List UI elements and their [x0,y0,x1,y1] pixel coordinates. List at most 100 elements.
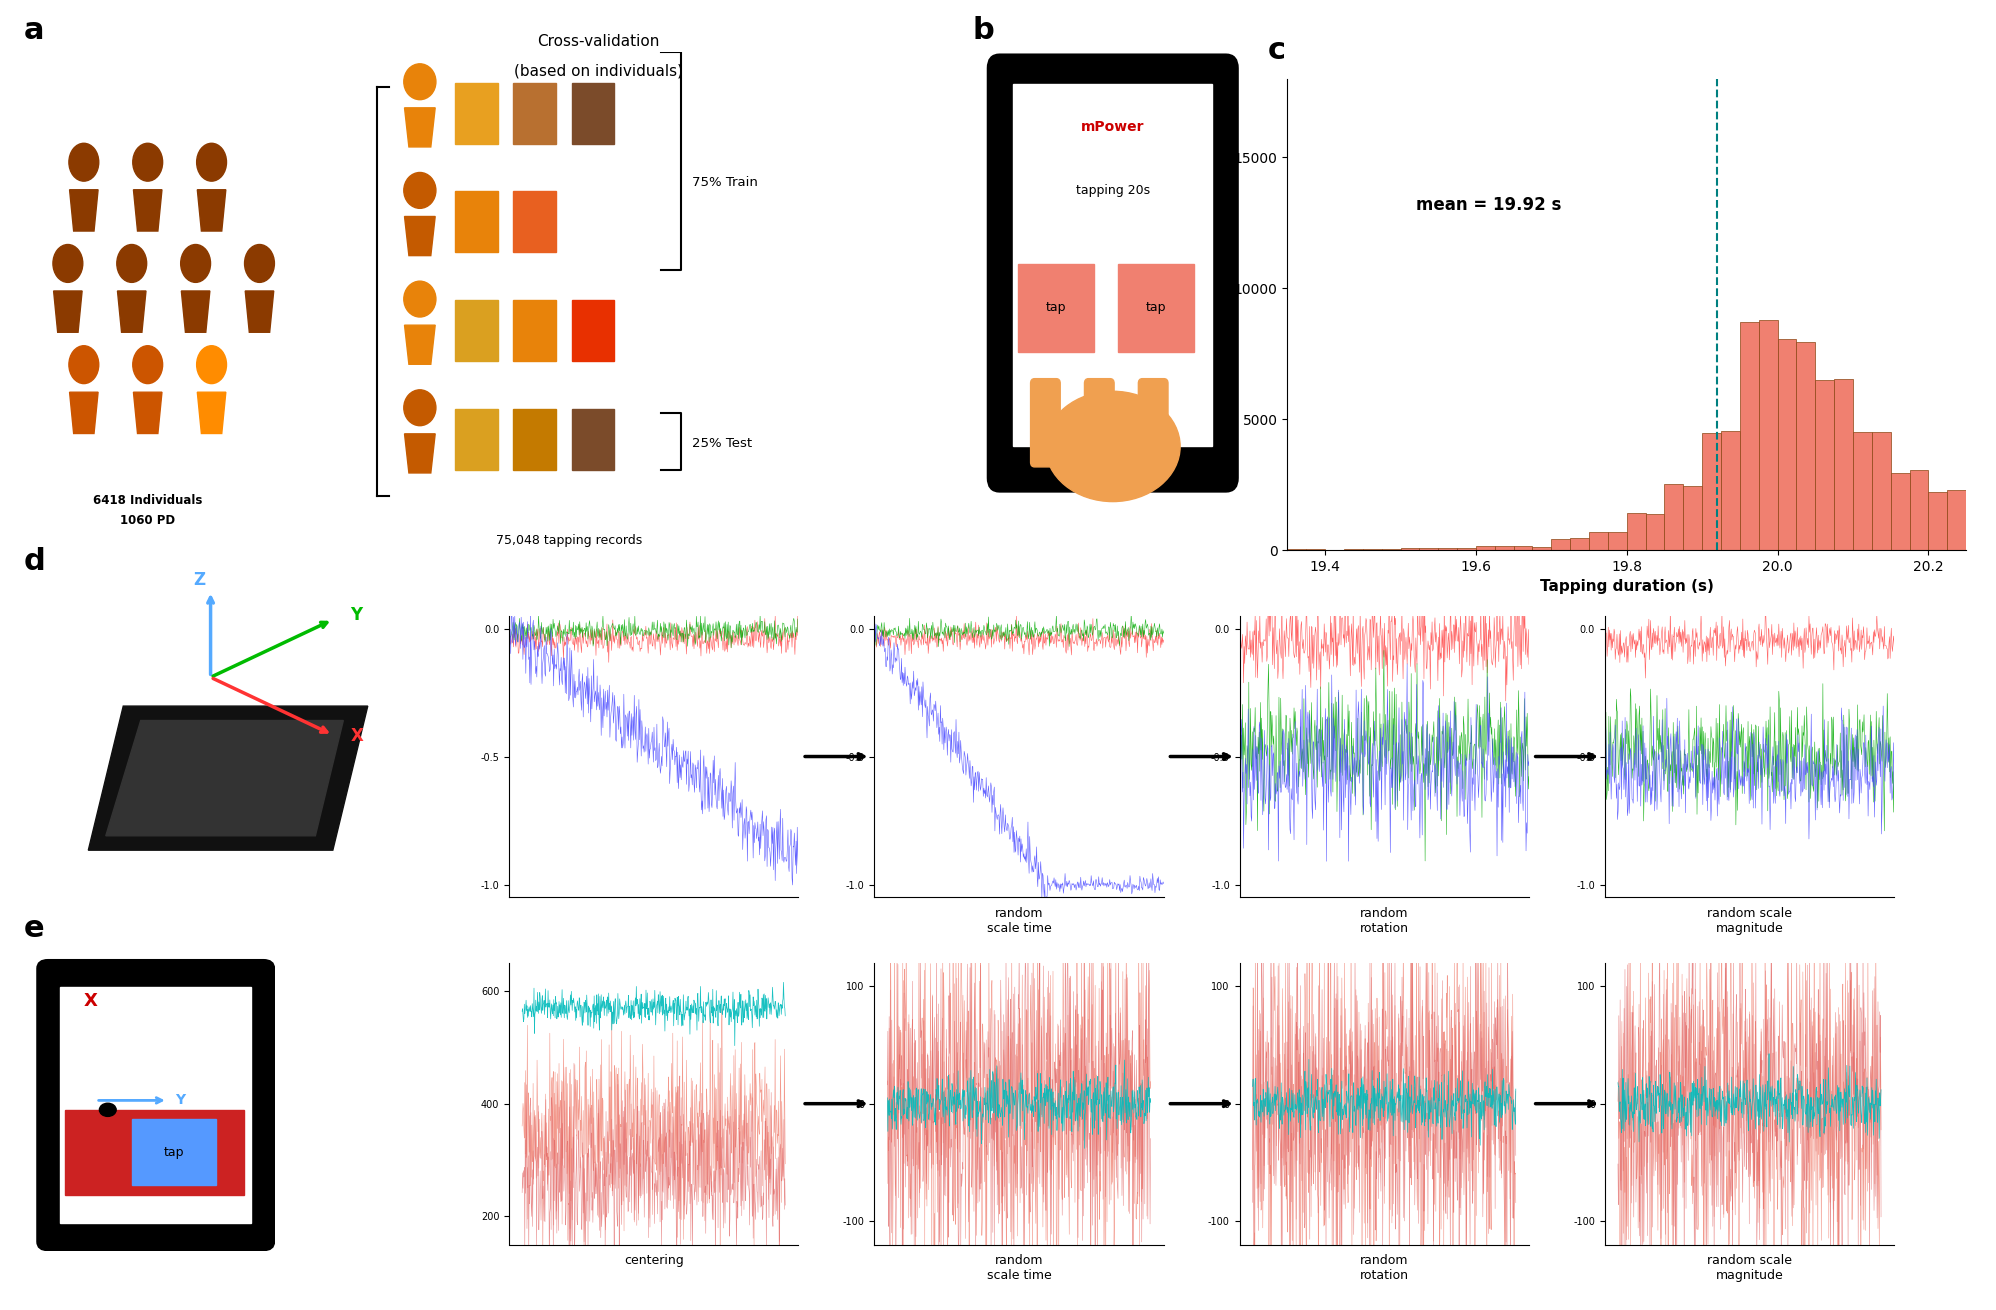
Bar [1814,380,1834,550]
Text: mean = 19.92 s: mean = 19.92 s [1415,195,1561,214]
Bar [455,300,497,362]
Bar [513,300,557,362]
Bar [1890,473,1910,550]
Text: mPower: mPower [1082,121,1144,134]
Text: Z: Z [194,571,206,590]
Polygon shape [118,291,146,333]
Text: tap: tap [1146,301,1166,314]
Bar [1571,538,1589,550]
FancyBboxPatch shape [38,962,273,1250]
Polygon shape [198,392,226,434]
Polygon shape [106,721,343,836]
Bar [1796,342,1814,550]
Bar [1948,490,1966,550]
Bar [571,83,615,144]
Circle shape [246,245,273,283]
Bar [64,1110,244,1195]
Text: 6418 Individuals: 6418 Individuals [94,494,202,507]
Bar [1852,432,1872,550]
Text: 75,048 tapping records: 75,048 tapping records [495,533,643,546]
Polygon shape [198,190,226,231]
Bar [1513,546,1533,550]
Bar [455,409,497,470]
Circle shape [54,245,82,283]
Bar [1475,546,1495,550]
Polygon shape [405,216,435,255]
Text: random scale
magnitude: random scale magnitude [1707,907,1792,934]
Bar [513,409,557,470]
Bar [1721,431,1741,550]
Circle shape [70,346,98,384]
Bar [1609,532,1627,550]
Polygon shape [134,392,162,434]
Bar [1928,493,1948,550]
Text: c: c [1267,35,1285,66]
Y-axis label: Frequency: Frequency [1214,275,1228,354]
Circle shape [70,143,98,181]
Bar [455,83,497,144]
Bar [513,83,557,144]
FancyBboxPatch shape [1030,379,1060,466]
Text: random
rotation: random rotation [1359,1254,1409,1281]
Polygon shape [88,706,367,850]
Ellipse shape [1046,392,1180,502]
Text: (based on individuals): (based on individuals) [515,64,683,79]
Text: random scale
magnitude: random scale magnitude [1707,1254,1792,1281]
Bar [1439,548,1457,550]
Text: b: b [972,16,994,46]
Polygon shape [405,107,435,147]
Text: 75% Train: 75% Train [693,177,758,190]
Circle shape [182,245,210,283]
Text: tapping 20s: tapping 20s [1076,185,1150,198]
Text: X: X [349,727,363,744]
Bar [1419,549,1439,550]
Bar [513,191,557,253]
Text: random
rotation: random rotation [1359,907,1409,934]
Bar [1834,380,1852,550]
Polygon shape [134,190,162,231]
Bar [1758,320,1778,550]
Text: d: d [24,546,46,576]
Text: X: X [84,992,98,1010]
Polygon shape [70,190,98,231]
FancyBboxPatch shape [1084,379,1114,466]
Text: Y: Y [349,605,363,624]
Bar [1910,470,1928,550]
FancyBboxPatch shape [1138,379,1168,466]
Polygon shape [70,392,98,434]
Text: random
scale time: random scale time [986,1254,1052,1281]
Text: centering: centering [625,1254,683,1267]
Bar [1401,548,1419,550]
FancyBboxPatch shape [988,55,1238,490]
Bar [132,1119,216,1186]
Bar [1551,538,1571,550]
Text: Y: Y [176,1093,186,1107]
Bar [571,409,615,470]
Bar [1495,546,1513,550]
Polygon shape [246,291,273,333]
Bar [1014,84,1212,447]
Polygon shape [182,291,210,333]
Circle shape [134,143,162,181]
Bar [455,191,497,253]
Polygon shape [405,434,435,473]
Polygon shape [405,325,435,364]
Circle shape [403,173,435,208]
Bar [1665,483,1683,550]
Bar [1627,512,1645,550]
Circle shape [403,64,435,100]
Bar [1533,546,1551,550]
Text: e: e [24,913,44,943]
Bar [1778,339,1796,550]
Polygon shape [54,291,82,333]
Bar [1118,263,1194,352]
Bar [1589,532,1609,550]
Bar [1872,432,1890,550]
Circle shape [118,245,146,283]
Bar [1703,434,1721,550]
Bar [1683,486,1703,550]
Bar [60,988,251,1222]
Text: 1060 PD: 1060 PD [120,514,176,527]
Text: a: a [24,16,44,46]
Bar [1018,263,1094,352]
